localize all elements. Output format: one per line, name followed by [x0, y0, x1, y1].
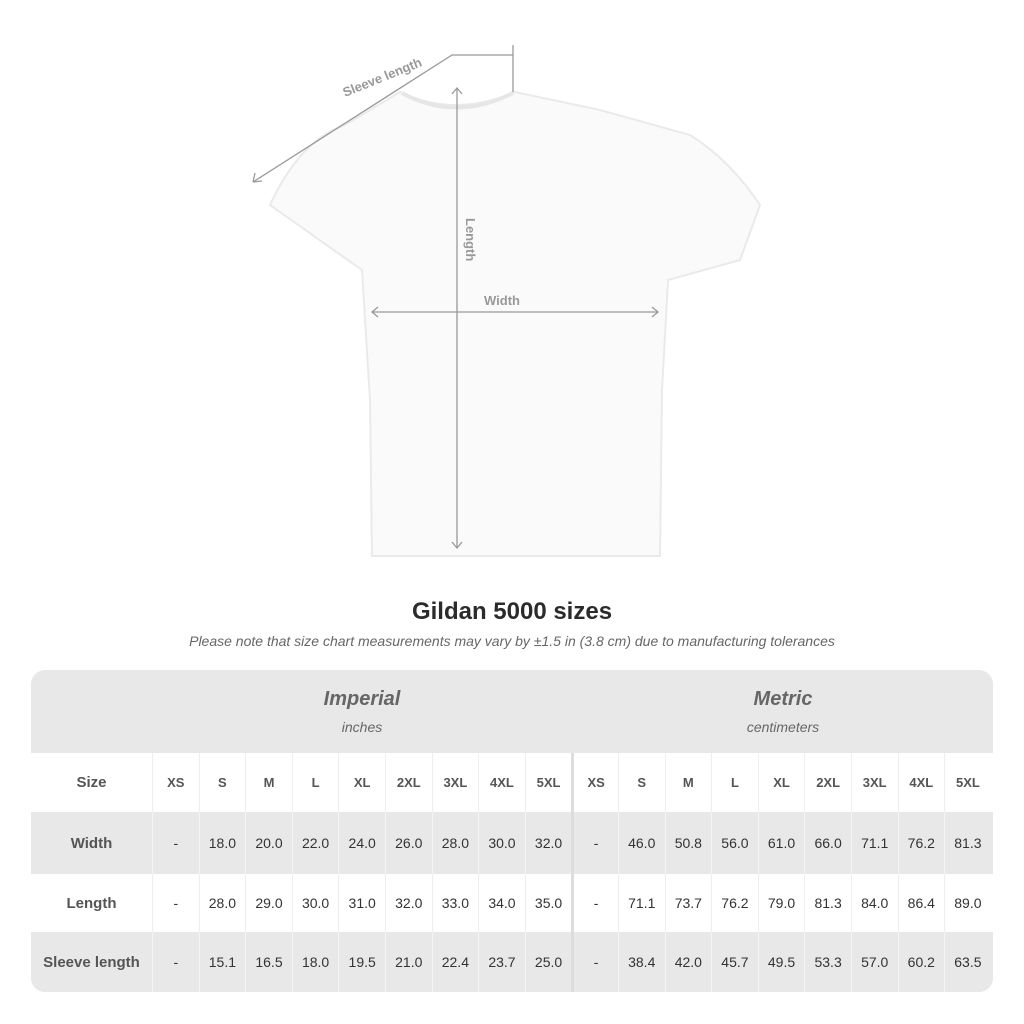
value-cell-imperial: 22.0 — [291, 812, 339, 874]
value-cell-imperial: 29.0 — [245, 874, 292, 932]
value-cell-imperial: 23.7 — [478, 932, 525, 992]
value-cell-imperial: 28.0 — [198, 874, 246, 932]
value-cell-imperial: 25.0 — [524, 932, 572, 992]
size-header-metric: M — [664, 753, 712, 812]
value-cell-imperial: 31.0 — [338, 874, 385, 932]
size-table: Imperial inches Metric centimeters Size X… — [31, 670, 993, 992]
size-column-label: Size — [76, 774, 107, 791]
row-label: Length — [66, 894, 117, 912]
value-cell-imperial: 26.0 — [384, 812, 432, 874]
value-cell-imperial: 21.0 — [384, 932, 432, 992]
value-cell-imperial: 18.0 — [198, 812, 246, 874]
value-cell-imperial: 34.0 — [478, 874, 525, 932]
value-cell-metric: 81.3 — [804, 874, 851, 932]
tolerance-note: Please note that size chart measurements… — [189, 633, 835, 649]
value-cell-imperial: 19.5 — [338, 932, 385, 992]
value-cell-imperial: 15.1 — [198, 932, 246, 992]
value-cell-imperial: 35.0 — [524, 874, 572, 932]
size-header-metric: S — [617, 753, 665, 812]
width-arrow — [370, 306, 660, 318]
value-cell-metric: 49.5 — [757, 932, 805, 992]
value-cell-metric: 56.0 — [711, 812, 758, 874]
value-cell-imperial: 28.0 — [431, 812, 479, 874]
value-cell-imperial: 33.0 — [431, 874, 479, 932]
size-header-imperial: 3XL — [431, 753, 479, 812]
value-cell-imperial: 24.0 — [338, 812, 385, 874]
imperial-unit: inches — [341, 719, 383, 735]
value-cell-metric: 60.2 — [897, 932, 945, 992]
value-cell-imperial: 20.0 — [245, 812, 292, 874]
table-row: Length -28.0 29.0 30.0 31.0 32.0 33.0 34.0 35.0-… — [31, 874, 993, 932]
size-header-imperial: 2XL — [384, 753, 432, 812]
size-header-metric: XL — [757, 753, 805, 812]
value-cell-metric: 71.1 — [617, 874, 665, 932]
value-cell-imperial: 18.0 — [291, 932, 339, 992]
value-cell-imperial: 22.4 — [431, 932, 479, 992]
sleeve-length-line — [252, 54, 513, 183]
size-header-metric: L — [711, 753, 758, 812]
length-arrow — [451, 86, 463, 550]
size-header-metric: 4XL — [897, 753, 945, 812]
value-cell-metric: 86.4 — [897, 874, 945, 932]
size-header-metric: 5XL — [944, 753, 991, 812]
size-header-imperial: 4XL — [478, 753, 525, 812]
value-cell-metric: 89.0 — [944, 874, 991, 932]
imperial-title: Imperial — [323, 688, 401, 710]
value-cell-metric: 53.3 — [804, 932, 851, 992]
value-cell-metric: 38.4 — [617, 932, 665, 992]
row-label: Width — [70, 834, 113, 852]
value-cell-imperial: 32.0 — [524, 812, 572, 874]
size-header-metric: XS — [571, 753, 618, 812]
value-cell-metric: 63.5 — [944, 932, 991, 992]
value-cell-metric: 66.0 — [804, 812, 851, 874]
size-header-imperial: XS — [152, 753, 199, 812]
value-cell-metric: 73.7 — [664, 874, 712, 932]
size-header-metric: 2XL — [804, 753, 851, 812]
value-cell-metric: 79.0 — [757, 874, 805, 932]
value-cell-imperial: - — [152, 812, 199, 874]
length-label: Length — [463, 218, 478, 261]
value-cell-metric: 42.0 — [664, 932, 712, 992]
value-cell-metric: 50.8 — [664, 812, 712, 874]
imperial-header: Imperial inches — [152, 670, 572, 753]
tshirt-diagram: Sleeve length Length Width — [252, 45, 762, 557]
value-cell-metric: 84.0 — [850, 874, 898, 932]
size-header-imperial: L — [291, 753, 339, 812]
size-header-metric: 3XL — [850, 753, 898, 812]
metric-unit: centimeters — [746, 719, 820, 735]
value-cell-imperial: - — [152, 874, 199, 932]
value-cell-imperial: 30.0 — [478, 812, 525, 874]
value-cell-metric: 81.3 — [944, 812, 991, 874]
value-cell-imperial: 32.0 — [384, 874, 432, 932]
sleeve-length-label: Sleeve length — [341, 54, 424, 99]
size-header-imperial: 5XL — [524, 753, 572, 812]
width-label: Width — [484, 293, 520, 308]
tshirt-image — [268, 90, 762, 557]
value-cell-metric: 71.1 — [850, 812, 898, 874]
size-header-imperial: XL — [338, 753, 385, 812]
value-cell-metric: - — [571, 874, 618, 932]
value-cell-imperial: 16.5 — [245, 932, 292, 992]
size-header-imperial: M — [245, 753, 292, 812]
value-cell-imperial: - — [152, 932, 199, 992]
value-cell-metric: 76.2 — [897, 812, 945, 874]
value-cell-imperial: 30.0 — [291, 874, 339, 932]
row-label: Sleeve length — [43, 953, 140, 971]
size-header-row: Size XS S M L XL 2XL 3XL 4XL 5XL XS S M L XL 2XL 3XL 4XL 5… — [31, 753, 993, 812]
metric-title: Metric — [753, 688, 813, 710]
metric-header: Metric centimeters — [573, 670, 993, 753]
value-cell-metric: 46.0 — [617, 812, 665, 874]
value-cell-metric: 76.2 — [711, 874, 758, 932]
value-cell-metric: 45.7 — [711, 932, 758, 992]
value-cell-metric: 61.0 — [757, 812, 805, 874]
size-header-imperial: S — [198, 753, 246, 812]
value-cell-metric: 57.0 — [850, 932, 898, 992]
table-row: Sleeve length -15.1 16.5 18.0 19.5 21.0 22.4 23… — [31, 932, 993, 992]
table-row: Width -18.0 20.0 22.0 24.0 26.0 28.0 30.0 32.0-4… — [31, 812, 993, 874]
value-cell-metric: - — [571, 812, 618, 874]
page-title: Gildan 5000 sizes — [411, 598, 613, 625]
value-cell-metric: - — [571, 932, 618, 992]
